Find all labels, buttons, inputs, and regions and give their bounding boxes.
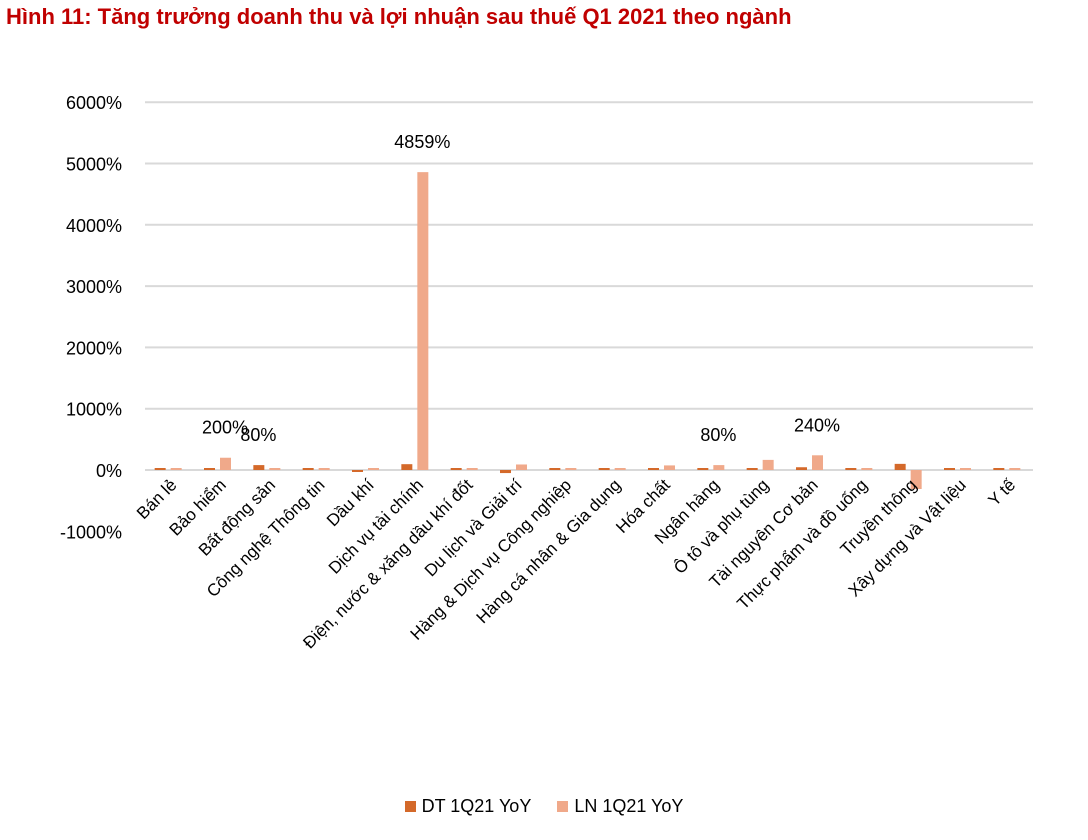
figure-title: Hình 11: Tăng trưởng doanh thu và lợi nh… <box>6 4 792 29</box>
data-label: 4859% <box>394 132 450 152</box>
bar-ln <box>812 455 823 470</box>
bar-dt <box>697 468 709 470</box>
legend-item: DT 1Q21 YoY <box>404 796 532 817</box>
bar-ln <box>516 464 527 470</box>
bar-dt <box>746 468 758 470</box>
bar-dt <box>944 468 955 470</box>
x-category-label: Y tế <box>985 475 1020 510</box>
legend-swatch <box>404 801 416 812</box>
bar-dt <box>598 468 610 470</box>
data-label: 200% <box>202 418 248 438</box>
bar-dt <box>154 468 166 470</box>
legend-label: LN 1Q21 YoY <box>574 796 684 816</box>
legend-item: LN 1Q21 YoY <box>557 796 683 817</box>
bar-dt <box>549 468 561 470</box>
y-tick-label: 6000% <box>66 93 122 113</box>
bar-ln <box>614 468 626 470</box>
bar-ln <box>417 172 429 470</box>
bar-dt <box>796 467 807 470</box>
bar-dt <box>894 463 906 470</box>
bar-dt <box>993 468 1005 470</box>
y-tick-label: 0% <box>96 461 122 481</box>
bar-ln <box>220 457 231 470</box>
bar-dt <box>352 470 363 472</box>
bar-ln <box>762 459 774 470</box>
bar-ln <box>1009 468 1021 470</box>
bar-dt <box>204 468 215 470</box>
bar-dt <box>500 470 511 474</box>
y-tick-label: 3000% <box>66 277 122 297</box>
legend: DT 1Q21 YoY LN 1Q21 YoY <box>0 796 1088 817</box>
bar-chart: -1000% 0% 1000% 2000% 3000% 4000% 5000% 6000% Bá… <box>60 93 1033 652</box>
bar-ln <box>861 468 873 470</box>
y-tick-label: 2000% <box>66 338 122 358</box>
x-category-label: Bán lẻ <box>133 475 181 523</box>
bar-ln <box>170 468 182 470</box>
bar-dt <box>401 464 413 470</box>
bar-ln <box>713 465 725 470</box>
bar-dt <box>302 468 314 470</box>
y-tick-label: -1000% <box>60 522 122 542</box>
bar-dt <box>450 468 462 470</box>
data-label: 240% <box>794 415 840 435</box>
bar-ln <box>664 465 675 470</box>
bar-ln <box>960 468 971 470</box>
bar-ln <box>368 468 379 470</box>
data-label: 80% <box>700 425 736 445</box>
bar-ln <box>910 470 922 490</box>
y-tick-label: 4000% <box>66 216 122 236</box>
legend-swatch <box>557 801 569 812</box>
y-tick-label: 5000% <box>66 155 122 175</box>
bar-ln <box>565 468 577 470</box>
bar-dt <box>253 465 265 470</box>
bar-dt <box>648 468 659 470</box>
bar-ln <box>269 468 281 470</box>
data-label: 80% <box>240 425 276 445</box>
bar-ln <box>318 468 330 470</box>
bar-dt <box>845 468 857 470</box>
y-tick-label: 1000% <box>66 400 122 420</box>
legend-label: DT 1Q21 YoY <box>421 796 532 816</box>
bar-ln <box>466 468 478 470</box>
